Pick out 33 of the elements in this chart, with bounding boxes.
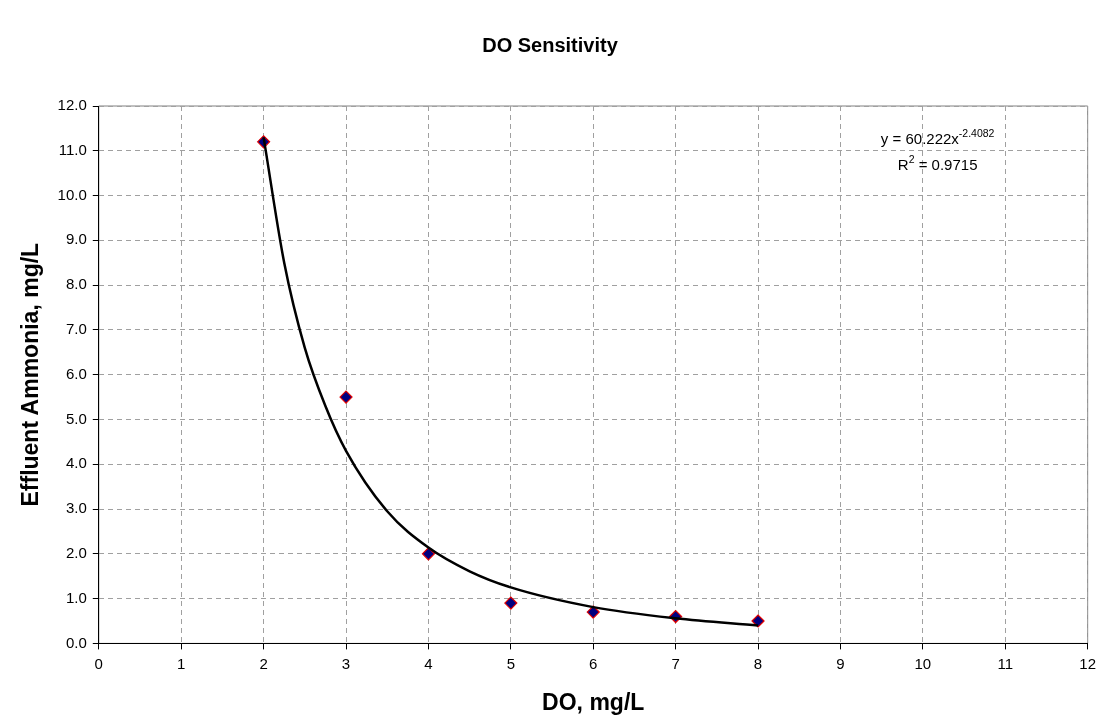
y-axis-title: Effluent Ammonia, mg/L	[17, 242, 44, 507]
y-tick-label: 6.0	[65, 364, 87, 382]
point	[339, 390, 353, 404]
y-tick-label: 2.0	[65, 543, 87, 561]
chart-title: DO Sensitivity	[482, 33, 619, 56]
y-tick-label: 7.0	[65, 320, 87, 338]
x-tick-label: 10	[914, 654, 932, 672]
x-tick-label: 6	[589, 654, 598, 672]
point	[586, 605, 600, 619]
y-tick-label: 3.0	[65, 499, 87, 517]
x-tick-label: 1	[177, 654, 186, 672]
x-tick-label: 12	[1079, 654, 1096, 672]
y-tick-label: 11.0	[58, 140, 87, 158]
y-tick-label: 5.0	[65, 409, 87, 427]
x-axis-title: DO, mg/L	[542, 688, 645, 715]
y-tick-label: 4.0	[65, 454, 87, 472]
x-tick-label: 11	[997, 654, 1014, 672]
y-tick-label: 8.0	[65, 275, 87, 293]
y-tick-label: 1.0	[65, 588, 87, 606]
y-tick-label: 10.0	[57, 185, 87, 203]
x-tick-label: 9	[836, 654, 845, 672]
x-tick-label: 7	[671, 654, 680, 672]
y-tick-label: 0.0	[65, 633, 87, 651]
x-tick-label: 8	[753, 654, 763, 672]
x-tick-label: 3	[341, 654, 351, 672]
point	[421, 547, 436, 561]
x-tick-label: 5	[506, 654, 515, 672]
y-tick-label: 12.0	[57, 96, 87, 114]
x-tick-label: 4	[424, 654, 433, 672]
y-tick-label: 9.0	[65, 230, 87, 248]
x-tick-label: 0	[94, 654, 103, 672]
x-tick-label: 2	[259, 654, 268, 672]
point	[504, 596, 518, 610]
